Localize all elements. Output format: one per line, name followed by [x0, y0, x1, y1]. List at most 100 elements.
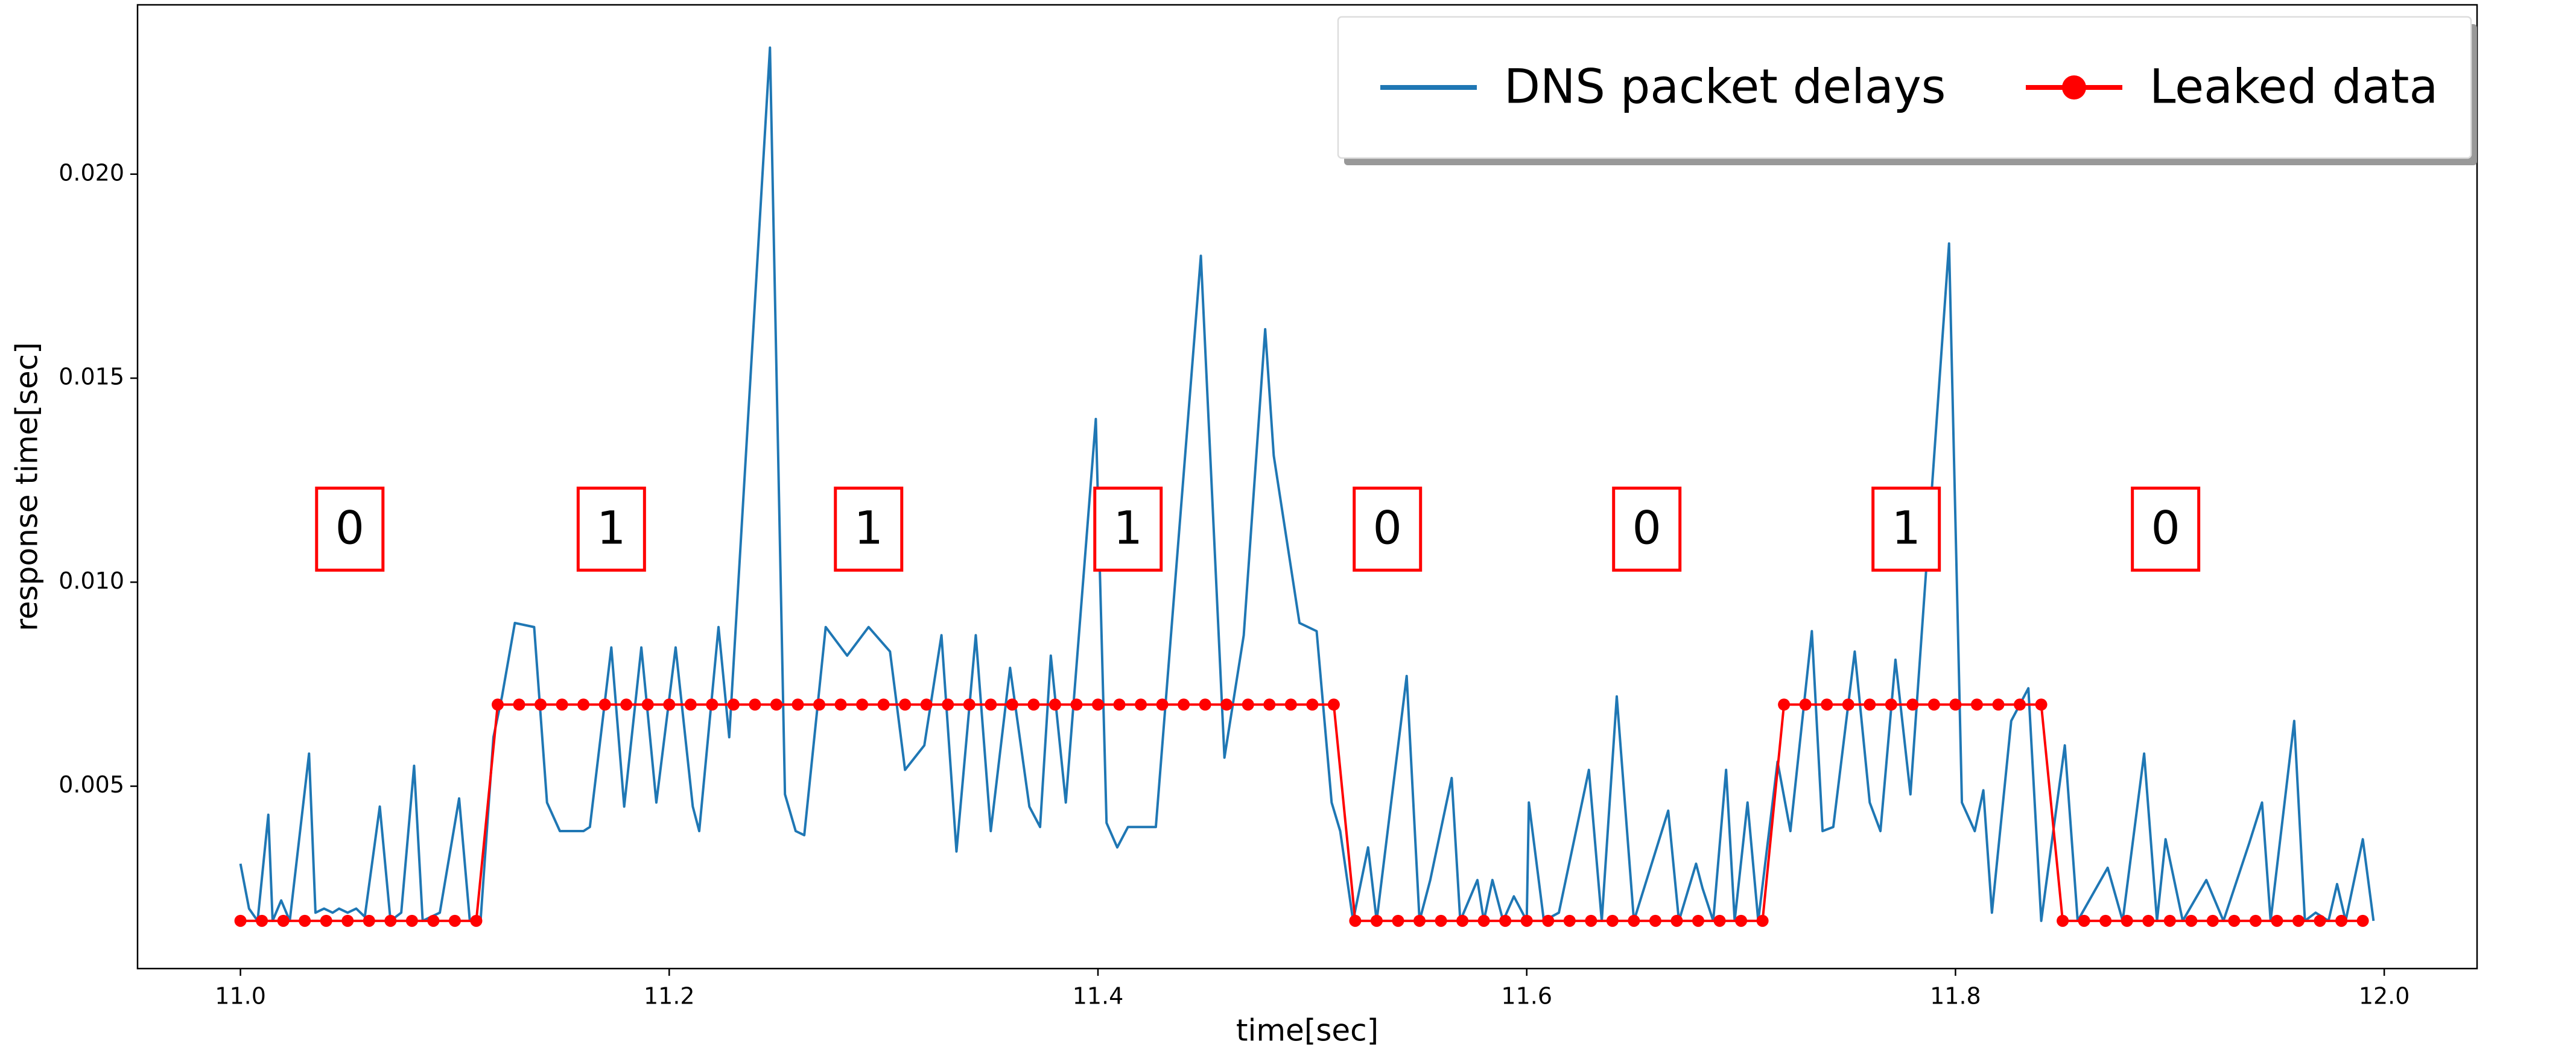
series-marker — [727, 698, 740, 711]
series-marker — [2335, 914, 2348, 927]
series-marker — [1284, 698, 1297, 711]
series-marker — [1585, 914, 1597, 927]
series-marker — [1692, 914, 1704, 927]
series-marker — [1563, 914, 1576, 927]
series-marker — [427, 914, 440, 927]
series-marker — [792, 698, 804, 711]
annotation: 0 — [2151, 501, 2180, 554]
series-marker — [877, 698, 890, 711]
series-marker — [2292, 914, 2305, 927]
series-marker — [256, 914, 268, 927]
series-marker — [2035, 698, 2048, 711]
series-marker — [1306, 698, 1319, 711]
y-tick-label: 0.005 — [59, 771, 124, 798]
series-marker — [834, 698, 847, 711]
series-marker — [577, 698, 590, 711]
series-marker — [1885, 698, 1897, 711]
series-marker — [491, 698, 504, 711]
annotation: 1 — [1892, 501, 1921, 554]
series-marker — [899, 698, 912, 711]
series-marker — [1606, 914, 1619, 927]
series-marker — [2271, 914, 2283, 927]
legend-label: DNS packet delays — [1504, 60, 1946, 114]
x-tick-label: 11.0 — [215, 983, 266, 1010]
series-marker — [1477, 914, 1490, 927]
series-marker — [1992, 698, 2005, 711]
series-marker — [2163, 914, 2176, 927]
series-marker — [513, 698, 525, 711]
series-marker — [1199, 698, 1211, 711]
annotation-box — [1871, 486, 1941, 572]
series-marker — [1349, 914, 1362, 927]
annotation: 0 — [335, 501, 364, 554]
series-marker — [1113, 698, 1126, 711]
series-marker — [1070, 698, 1083, 711]
series-marker — [1864, 698, 1876, 711]
x-tick-label: 12.0 — [2359, 983, 2410, 1010]
series-marker — [598, 698, 611, 711]
series-marker — [1778, 698, 1791, 711]
series-marker — [277, 914, 290, 927]
series-marker — [813, 698, 826, 711]
series-marker — [1048, 698, 1061, 711]
series-marker — [1392, 914, 1404, 927]
series-marker — [684, 698, 697, 711]
series-marker — [2228, 914, 2241, 927]
series-marker — [1520, 914, 1533, 927]
series-line — [240, 703, 2363, 922]
legend-label: Leaked data — [2149, 60, 2438, 114]
series-marker — [1670, 914, 1683, 927]
x-tick-label: 11.6 — [1501, 983, 1552, 1010]
series-marker — [1735, 914, 1748, 927]
series-marker — [1135, 698, 1147, 711]
annotation: 1 — [597, 501, 626, 554]
series-marker — [535, 698, 547, 711]
series-marker — [1413, 914, 1426, 927]
plot-frame — [136, 4, 2478, 970]
annotation: 1 — [1114, 501, 1143, 554]
series-marker — [856, 698, 869, 711]
series-marker — [2014, 698, 2026, 711]
series-marker — [2249, 914, 2262, 927]
series-marker — [1178, 698, 1190, 711]
series-marker — [1799, 698, 1812, 711]
series-marker — [448, 914, 461, 927]
series-marker — [1499, 914, 1512, 927]
series-marker — [234, 914, 247, 927]
annotation: 1 — [854, 501, 883, 554]
series-marker — [620, 698, 633, 711]
annotation-box — [1093, 486, 1163, 572]
series-marker — [1263, 698, 1276, 711]
y-axis-label: response time[sec] — [10, 342, 45, 631]
series-marker — [341, 914, 354, 927]
series-marker — [1842, 698, 1854, 711]
annotation-box — [315, 486, 385, 572]
series-marker — [2314, 914, 2326, 927]
series-marker — [556, 698, 568, 711]
x-tick-label: 11.2 — [644, 983, 695, 1010]
series-marker — [942, 698, 954, 711]
series-marker — [1628, 914, 1640, 927]
series-marker — [1927, 698, 1940, 711]
legend — [1337, 16, 2472, 159]
series-marker — [770, 698, 782, 711]
series-marker — [1370, 914, 1383, 927]
plot-area — [234, 46, 2375, 927]
series-marker — [2121, 914, 2133, 927]
series-marker — [1027, 698, 1040, 711]
x-axis-label: time[sec] — [1236, 1013, 1378, 1048]
y-tick-label: 0.020 — [59, 159, 124, 186]
series-marker — [706, 698, 719, 711]
series-marker — [2078, 914, 2090, 927]
series-marker — [384, 914, 397, 927]
legend-marker — [2062, 75, 2086, 100]
series-marker — [2142, 914, 2155, 927]
series-marker — [663, 698, 676, 711]
annotation-box — [2131, 486, 2201, 572]
series-marker — [1006, 698, 1018, 711]
annotation: 0 — [1632, 501, 1661, 554]
series-marker — [1091, 698, 1104, 711]
series-marker — [1949, 698, 1962, 711]
series-marker — [1756, 914, 1769, 927]
